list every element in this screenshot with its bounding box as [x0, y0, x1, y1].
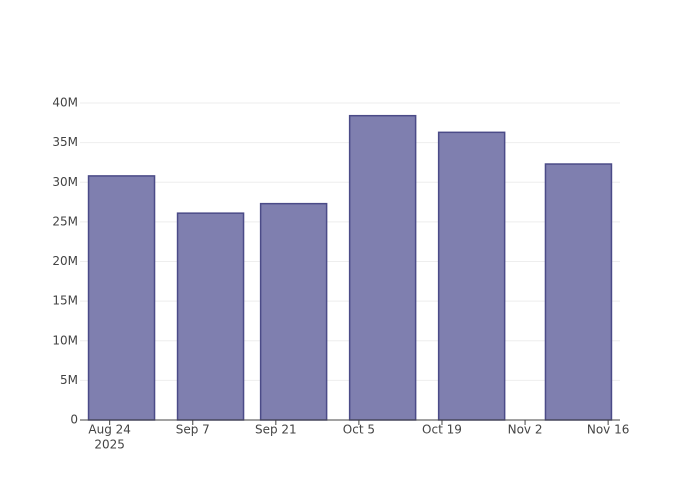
x-tick-label: Sep 7 — [176, 423, 210, 437]
bar — [176, 212, 245, 421]
y-tick-label: 40M — [52, 96, 78, 110]
y-tick-label: 5M — [60, 373, 78, 387]
y-tick-label: 0 — [70, 413, 78, 427]
x-tick-label: Aug 24 — [88, 423, 131, 437]
y-tick-label: 35M — [52, 135, 78, 149]
y-tick-label: 20M — [52, 254, 78, 268]
y-tick-label: 15M — [52, 294, 78, 308]
x-tick-label: Oct 5 — [343, 423, 375, 437]
x-tick-label: Oct 19 — [422, 423, 462, 437]
x-year-label: 2025 — [94, 438, 125, 452]
bar — [544, 163, 613, 421]
bar — [437, 131, 506, 421]
x-tick-label: Nov 2 — [508, 423, 543, 437]
y-tick-label: 25M — [52, 214, 78, 228]
y-tick-label: 30M — [52, 175, 78, 189]
x-tick-label: Sep 21 — [255, 423, 297, 437]
bar — [87, 175, 156, 421]
bar — [259, 202, 328, 421]
y-tick-label: 10M — [52, 333, 78, 347]
x-tick-label: Nov 16 — [587, 423, 630, 437]
bar — [348, 114, 417, 421]
